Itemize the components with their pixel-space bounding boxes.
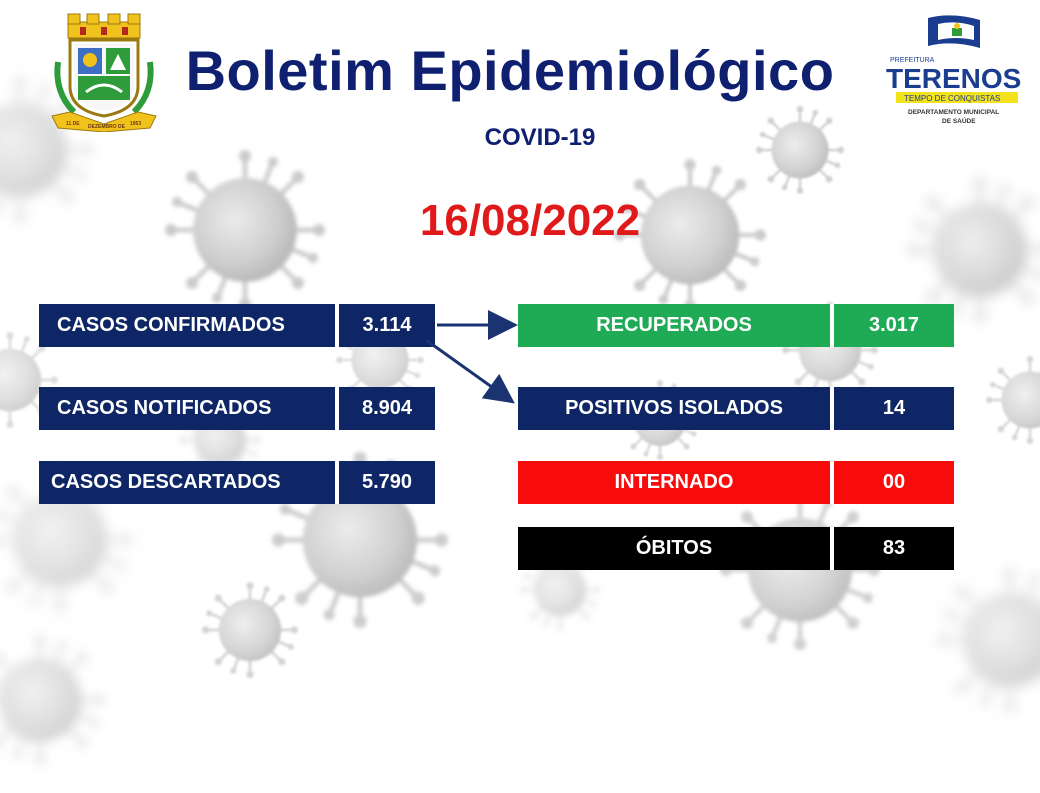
stat-label: RECUPERADOS [518, 304, 830, 347]
logo-city-text: TERENOS [886, 63, 1021, 94]
report-date: 16/08/2022 [419, 196, 641, 245]
crest-banner-right: 1953 [130, 121, 141, 127]
logo-department-line1: DEPARTAMENTO MUNICIPAL [908, 109, 999, 116]
stat-value: 14 [830, 387, 954, 430]
stat-casos-descartados: CASOS DESCARTADOS 5.790 [39, 461, 435, 504]
logo-prefeitura-text: PREFEITURA [890, 57, 935, 64]
page-subtitle: COVID-19 [484, 124, 596, 151]
stat-value: 8.904 [335, 387, 435, 430]
stat-label: CASOS NOTIFICADOS [39, 387, 335, 430]
stat-internado: INTERNADO 00 [518, 461, 954, 504]
stat-positivos-isolados: POSITIVOS ISOLADOS 14 [518, 387, 954, 430]
stat-value: 5.790 [335, 461, 435, 504]
stat-label: CASOS DESCARTADOS [39, 461, 335, 504]
stat-label: ÓBITOS [518, 527, 830, 570]
prefeitura-terenos-logo: PREFEITURA TERENOS TEMPO DE CONQUISTAS D… [886, 15, 1021, 125]
stat-label: POSITIVOS ISOLADOS [518, 387, 830, 430]
municipal-coat-of-arms-icon: 11 DE DEZEMBRO DE 1953 [51, 13, 157, 132]
stat-obitos: ÓBITOS 83 [518, 527, 954, 570]
stat-label: INTERNADO [518, 461, 830, 504]
stat-value: 3.017 [830, 304, 954, 347]
stat-casos-notificados: CASOS NOTIFICADOS 8.904 [39, 387, 435, 430]
logo-department-line2: DE SAÚDE [942, 116, 976, 125]
stat-recuperados: RECUPERADOS 3.017 [518, 304, 954, 347]
stat-value: 00 [830, 461, 954, 504]
stat-value: 3.114 [335, 304, 435, 347]
crest-banner-middle: DEZEMBRO DE [88, 124, 126, 130]
stat-label: CASOS CONFIRMADOS [39, 304, 335, 347]
logo-slogan-text: TEMPO DE CONQUISTAS [904, 94, 1000, 103]
stat-value: 83 [830, 527, 954, 570]
crest-banner-left: 11 DE [66, 121, 80, 127]
page-title: Boletim Epidemiológico [185, 39, 835, 102]
stat-casos-confirmados: CASOS CONFIRMADOS 3.114 [39, 304, 435, 347]
